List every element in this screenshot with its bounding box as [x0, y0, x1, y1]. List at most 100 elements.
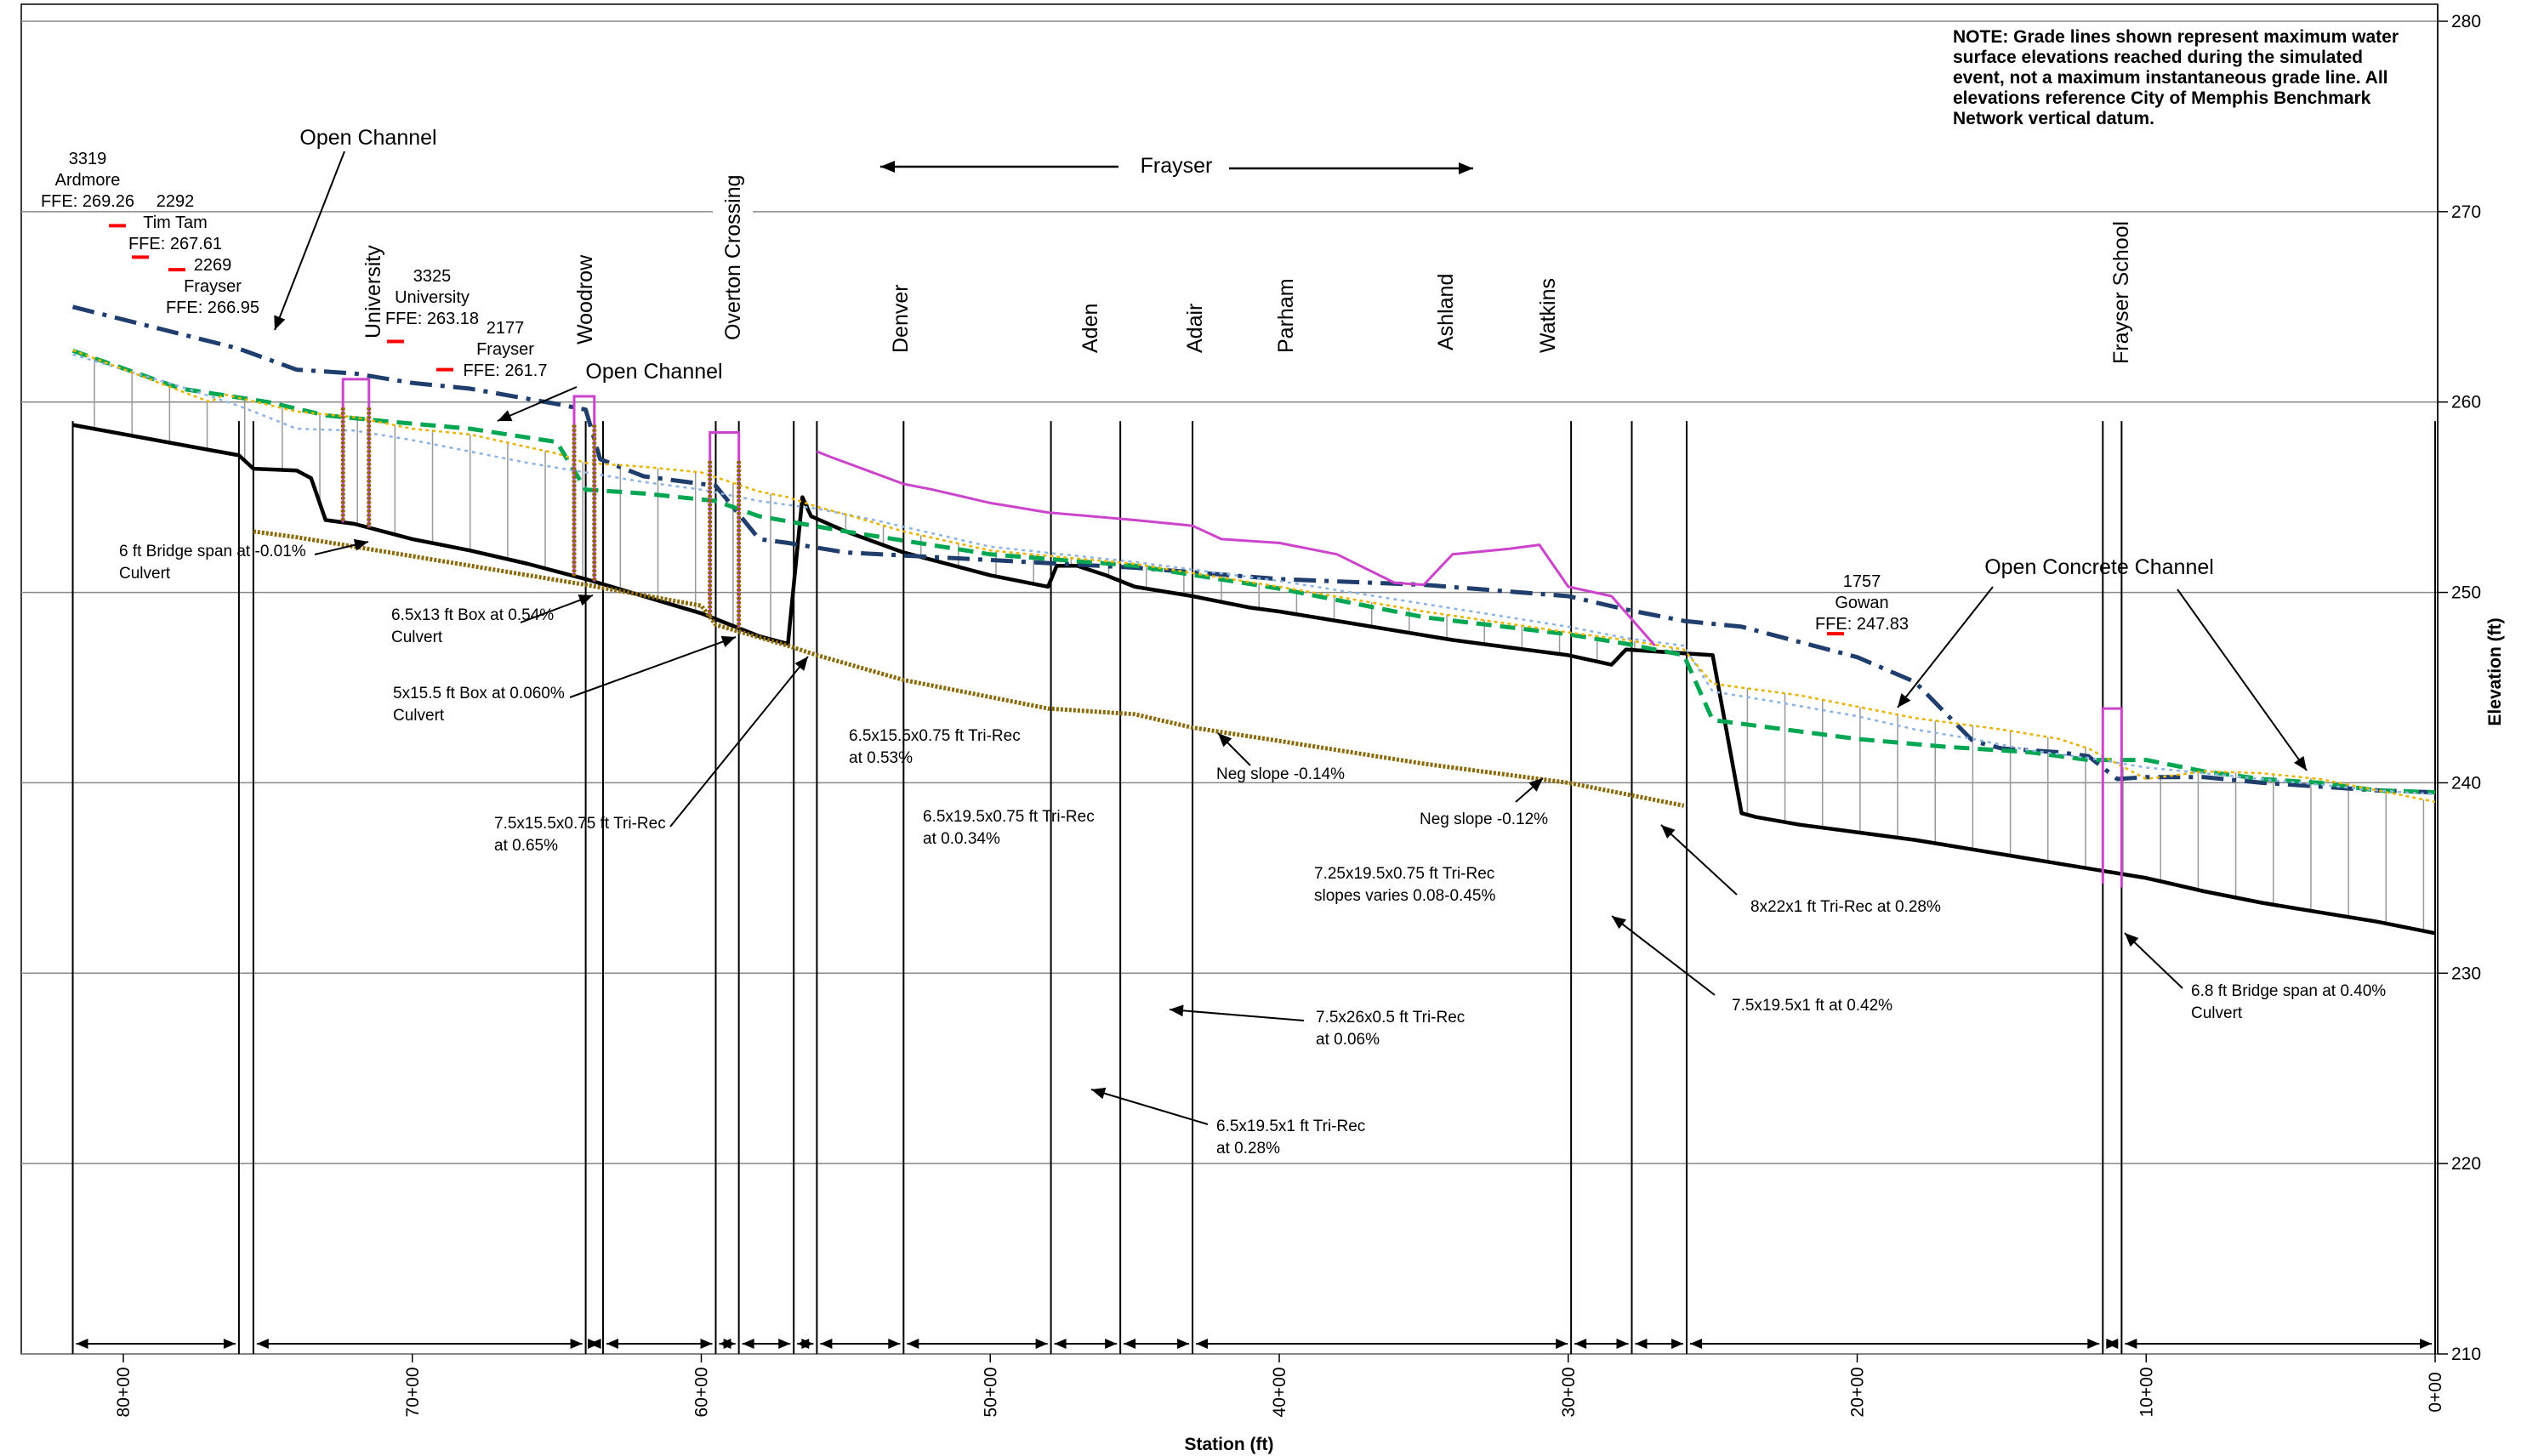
section-label: 7.5x26x0.5 ft Tri-Rec	[1316, 1009, 1465, 1027]
frayser-arrowhead-left	[880, 161, 895, 173]
section-arrow-head	[1661, 825, 1676, 839]
section-arrow-head	[1528, 778, 1543, 792]
span-arrowhead	[76, 1339, 88, 1349]
section-label: 6.5x19.5x0.75 ft Tri-Rec	[923, 808, 1095, 826]
series-line	[71, 348, 2436, 795]
section-arrow-line	[669, 656, 809, 828]
note-line: event, not a maximum instantaneous grade…	[1953, 68, 2388, 88]
frayser-arrow: Frayser	[880, 154, 1473, 178]
span-arrowhead	[820, 1339, 833, 1349]
span-arrowhead	[801, 1339, 814, 1349]
section-label: 7.5x15.5x0.75 ft Tri-Rec	[494, 815, 666, 833]
house-label: Tim Tam	[143, 213, 208, 232]
note-line: elevations reference City of Memphis Ben…	[1953, 88, 2371, 108]
section-label: at 0.0.34%	[923, 830, 1000, 848]
street-label: Frayser School	[2109, 221, 2133, 364]
x-tick-label: 10+00	[2137, 1368, 2156, 1418]
x-tick-label: 20+00	[1848, 1368, 1868, 1418]
house-label: FFE: 267.61	[128, 235, 222, 253]
section-label: 6.8 ft Bridge span at 0.40%	[2191, 982, 2386, 1000]
span-arrowhead	[256, 1339, 269, 1349]
note-line: surface elevations reached during the si…	[1953, 48, 2363, 67]
span-arrowhead	[1635, 1339, 1648, 1349]
concrete-channel-arrow-2-line	[2177, 589, 2308, 771]
section-label: Culvert	[391, 628, 443, 646]
span-arrowhead	[606, 1339, 618, 1349]
span-arrowhead	[587, 1339, 600, 1349]
series-line	[72, 423, 2436, 936]
y-tick-label: 230	[2451, 964, 2481, 983]
section-arrow-head	[2125, 933, 2139, 947]
street-label: Denver	[889, 284, 913, 353]
house-label: 3325	[413, 267, 452, 286]
open-channel-arrow-head	[274, 315, 286, 330]
y-tick-label: 220	[2451, 1154, 2481, 1174]
x-tick-label: 80+00	[114, 1368, 134, 1418]
section-label: Culvert	[393, 707, 445, 725]
house-label: 1757	[1843, 572, 1881, 591]
house-label: University	[395, 288, 470, 307]
concrete-channel-arrow-head	[1898, 693, 1911, 708]
span-arrowhead	[2106, 1339, 2119, 1349]
section-label: at 0.65%	[494, 837, 558, 855]
culvert-crown-line	[253, 529, 1685, 808]
street-label: Woodrow	[573, 254, 597, 344]
section-label: 8x22x1 ft Tri-Rec at 0.28%	[1750, 898, 1941, 916]
section-label: at 0.06%	[1316, 1031, 1380, 1049]
section-label: 6.5x15.5x0.75 ft Tri-Rec	[849, 727, 1021, 745]
open-channel-arrow-line	[274, 151, 345, 331]
frayser-label: Frayser	[1141, 154, 1213, 178]
frayser-arrowhead-right	[1459, 162, 1473, 174]
channel-label: Open Channel	[585, 360, 722, 384]
section-label: Neg slope -0.12%	[1420, 810, 1548, 828]
grid	[20, 3, 2439, 1355]
x-tick-label: 40+00	[1270, 1368, 1289, 1418]
section-arrow-line	[1090, 1089, 1209, 1125]
section-arrow-head	[794, 657, 808, 671]
section-arrow-line	[1611, 915, 1716, 996]
house-label: FFE: 263.18	[385, 310, 479, 328]
x-axis-title: Station (ft)	[1185, 1435, 1274, 1454]
house-label: FFE: 247.83	[1815, 615, 1909, 634]
concrete-channel-arrow-2-head	[2294, 755, 2307, 771]
channel-label: Open Concrete Channel	[1984, 555, 2214, 579]
section-arrow-head	[1091, 1087, 1107, 1100]
span-arrowhead	[778, 1339, 791, 1349]
section-label: 6.5x13 ft Box at 0.54%	[391, 606, 554, 624]
span-arrowhead	[1105, 1339, 1118, 1349]
bridge-structure	[2101, 707, 2123, 888]
house-label: FFE: 266.95	[166, 299, 259, 317]
street-label: Parham	[1274, 278, 1298, 353]
series-line	[72, 350, 2436, 804]
section-label: Neg slope -0.14%	[1216, 765, 1345, 783]
y-tick-label: 240	[2451, 773, 2481, 793]
span-arrowhead	[723, 1339, 736, 1349]
street-label: Aden	[1079, 304, 1102, 353]
section-label: Culvert	[2191, 1004, 2243, 1022]
structures	[340, 378, 2123, 888]
span-arrowhead	[742, 1339, 754, 1349]
axes: 280 270 260 250 240 230 220 210 80+00 70+00 60+00 5…	[114, 4, 2481, 1417]
house-label: FFE: 261.7	[464, 361, 548, 380]
section-label: 7.25x19.5x0.75 ft Tri-Rec	[1314, 865, 1494, 883]
span-arrowhead	[1054, 1339, 1067, 1349]
x-tick-label: 30+00	[1559, 1368, 1579, 1418]
span-arrowhead	[1196, 1339, 1209, 1349]
note-line: Network vertical datum.	[1953, 109, 2154, 128]
series-line	[816, 450, 1656, 647]
section-arrow-line	[1660, 824, 1738, 896]
house-label: FFE: 269.26	[41, 192, 134, 211]
span-arrowhead	[570, 1339, 583, 1349]
section-label: 5x15.5 ft Box at 0.060%	[393, 685, 565, 702]
section-arrow-line	[569, 636, 737, 698]
street-labels: University Woodrow Overton Crossing Denver A…	[361, 174, 2133, 364]
x-tick-label: 0+00	[2426, 1372, 2445, 1412]
y-tick-label: 210	[2451, 1345, 2481, 1364]
annotations: Open Channel Open Channel Open Concrete Ch…	[119, 126, 2386, 1157]
section-arrow-head	[353, 538, 368, 551]
section-label: slopes varies 0.08-0.45%	[1314, 887, 1495, 905]
x-tick-label: 60+00	[692, 1368, 712, 1418]
span-arrowhead	[2125, 1339, 2137, 1349]
y-tick-label: 250	[2451, 583, 2481, 603]
